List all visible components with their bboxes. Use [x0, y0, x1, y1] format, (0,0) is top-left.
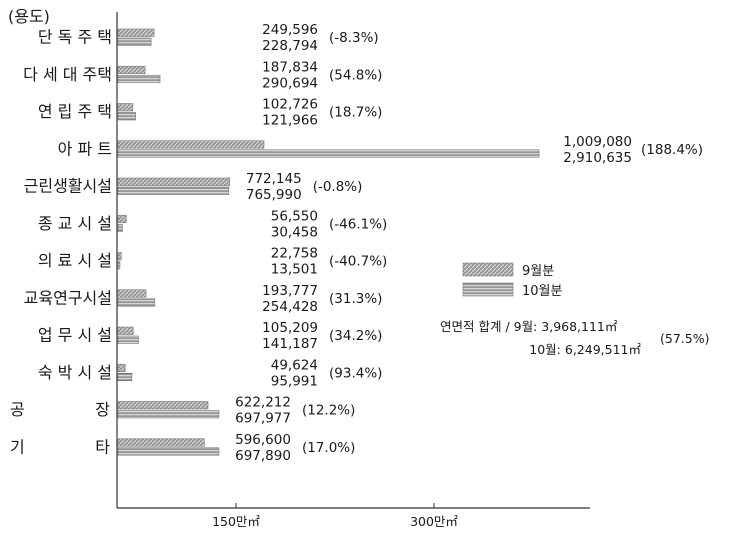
bar-sep — [117, 401, 209, 410]
bar-oct — [117, 372, 133, 382]
bar-oct — [117, 223, 123, 233]
change-label: (34.2%) — [329, 328, 382, 344]
bar-sep — [117, 363, 126, 373]
change-label: (-0.8%) — [313, 179, 363, 195]
bar-sep — [117, 177, 231, 186]
category-label: 다 세 대 주택 — [23, 65, 112, 84]
total-annotation: 연면적 합계 / 9월: 3,968,111㎡ 10월: 6,249,511㎡ … — [440, 319, 709, 357]
category-label: 근린생활시설 — [24, 177, 112, 196]
value-label-sep: 622,212 — [235, 395, 291, 411]
bar-sep — [117, 103, 134, 112]
category-label: 연 립 주 택 — [38, 102, 112, 121]
category-label: 의 료 시 설 — [38, 251, 112, 270]
bar-sep — [117, 65, 146, 75]
y-axis-title: (용도) — [8, 7, 50, 26]
total-line-2: 10월: 6,249,511㎡ — [529, 342, 641, 357]
bar-sep — [117, 214, 127, 224]
value-label-oct: 697,977 — [235, 411, 291, 427]
value-label-oct: 13,501 — [271, 262, 318, 278]
bar-sep — [117, 289, 147, 298]
change-label: (54.8%) — [329, 67, 382, 83]
value-label-oct: 121,966 — [262, 113, 318, 129]
value-label-sep: 102,726 — [262, 97, 318, 113]
total-line-1: 연면적 합계 / 9월: 3,968,111㎡ — [440, 319, 618, 334]
value-label-oct: 141,187 — [262, 336, 318, 352]
value-label-oct: 765,990 — [246, 187, 302, 203]
value-label-oct: 2,910,635 — [563, 150, 632, 166]
value-label-oct: 290,694 — [262, 75, 318, 91]
legend-label-sep: 9월분 — [522, 264, 554, 279]
value-label-sep: 1,009,080 — [563, 134, 632, 150]
change-label: (188.4%) — [641, 142, 703, 158]
value-label-sep: 22,758 — [271, 246, 318, 262]
bar-oct — [117, 112, 136, 121]
change-label: (31.3%) — [329, 291, 382, 307]
bars — [117, 28, 540, 456]
bar-oct — [117, 298, 156, 307]
total-change: (57.5%) — [660, 331, 709, 346]
category-label: 교육연구시설 — [24, 288, 112, 307]
bar-sep — [117, 252, 122, 261]
change-label: (-40.7%) — [329, 254, 387, 270]
value-label-sep: 105,209 — [262, 320, 318, 336]
value-label-oct: 228,794 — [262, 38, 318, 54]
bar-oct — [117, 335, 139, 344]
value-label-oct: 30,458 — [271, 224, 318, 240]
value-label-sep: 249,596 — [262, 22, 318, 38]
value-label-sep: 596,600 — [235, 432, 291, 448]
legend-swatch-sep — [462, 262, 514, 277]
bar-oct — [117, 74, 161, 84]
value-label-sep: 772,145 — [246, 171, 302, 187]
bar-sep — [117, 28, 155, 37]
bar-oct — [117, 261, 121, 270]
change-label: (12.2%) — [302, 403, 355, 419]
bar-sep — [117, 438, 205, 447]
value-label-sep: 193,777 — [262, 283, 318, 299]
category-label: 기 타 — [10, 437, 110, 456]
legend: 9월분 10월분 — [462, 262, 563, 299]
legend-label-oct: 10월분 — [522, 284, 563, 299]
bar-sep — [117, 326, 134, 335]
x-tick-label: 150만㎡ — [212, 514, 260, 529]
x-tick-label: 300만㎡ — [410, 514, 458, 529]
change-label: (-46.1%) — [329, 216, 387, 232]
value-label-sep: 49,624 — [271, 357, 318, 373]
change-label: (18.7%) — [329, 105, 382, 121]
bar-sep — [117, 140, 265, 149]
change-label: (93.4%) — [329, 365, 382, 381]
category-label: 종 교 시 설 — [38, 214, 112, 233]
change-label: (17.0%) — [302, 440, 355, 456]
value-label-oct: 697,890 — [235, 448, 291, 464]
category-label: 단 독 주 택 — [38, 28, 112, 47]
change-label: (-8.3%) — [329, 30, 379, 46]
category-label: 숙 박 시 설 — [38, 363, 112, 382]
value-label-oct: 95,991 — [271, 373, 318, 389]
x-ticks: 150만㎡ 300만㎡ — [212, 503, 458, 529]
bar-oct — [117, 37, 152, 46]
bar-oct — [117, 447, 220, 456]
bar-oct — [117, 186, 230, 195]
bar-oct — [117, 410, 220, 419]
legend-swatch-oct — [462, 282, 514, 297]
value-label-sep: 187,834 — [262, 59, 318, 75]
category-label: 아 파 트 — [58, 139, 112, 158]
category-label: 공 장 — [10, 400, 110, 419]
value-label-sep: 56,550 — [271, 208, 318, 224]
category-label: 업 무 시 설 — [38, 326, 112, 345]
value-label-oct: 254,428 — [262, 299, 318, 315]
bar-oct — [117, 149, 540, 158]
